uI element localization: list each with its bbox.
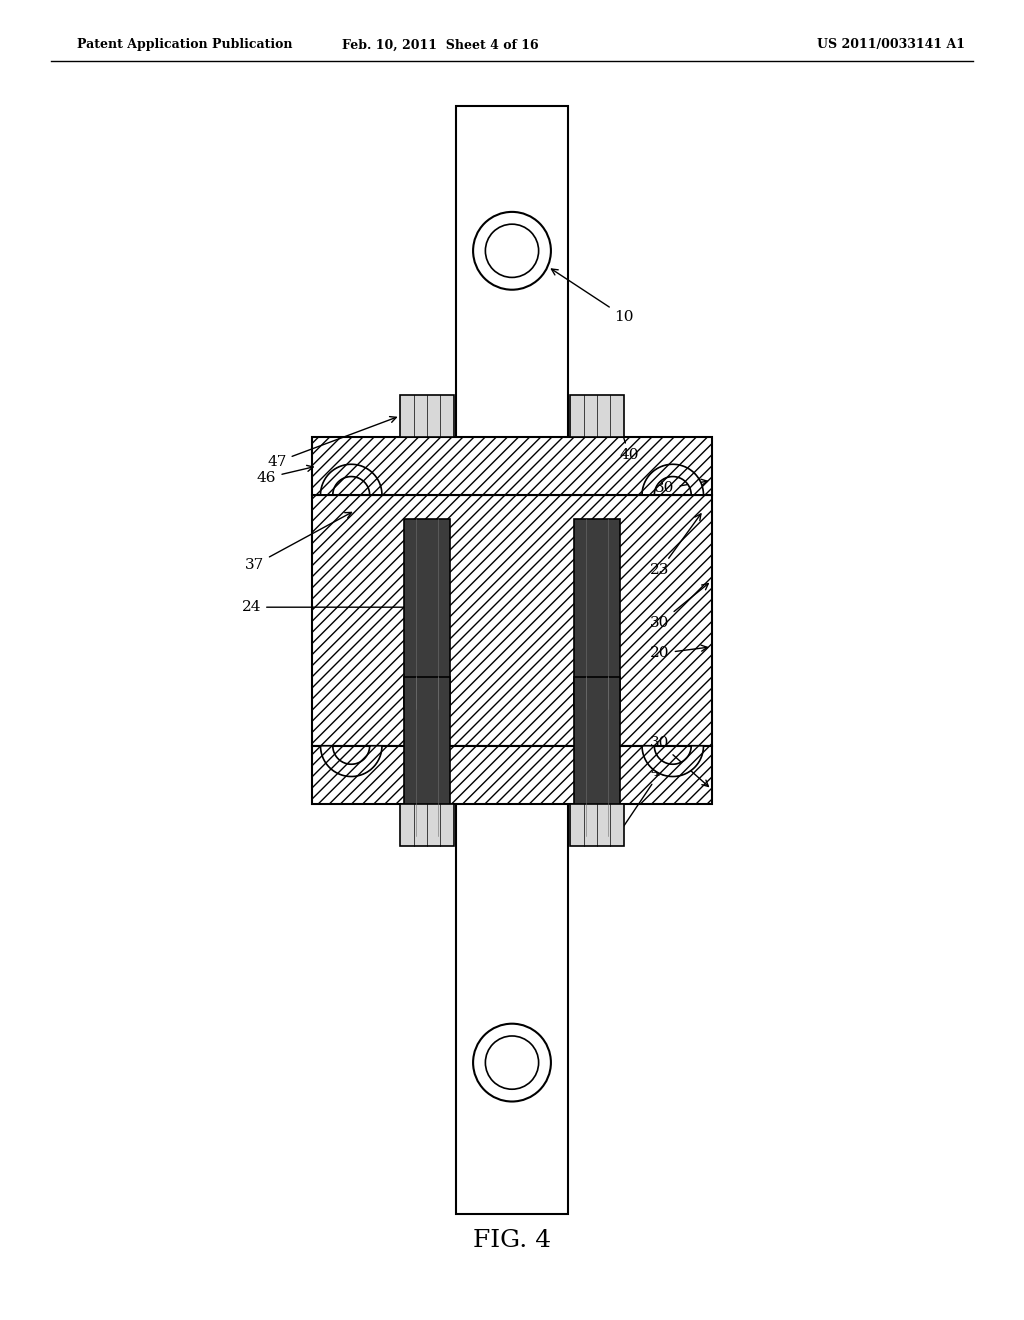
Bar	[312, 746, 712, 804]
Text: FIG. 4: FIG. 4	[473, 1229, 551, 1253]
Bar	[312, 495, 712, 746]
Text: US 2011/0033141 A1: US 2011/0033141 A1	[817, 38, 965, 51]
Polygon shape	[321, 465, 382, 495]
Text: Feb. 10, 2011  Sheet 4 of 16: Feb. 10, 2011 Sheet 4 of 16	[342, 38, 539, 51]
Bar	[570, 395, 624, 437]
Ellipse shape	[473, 1024, 551, 1101]
Bar	[404, 519, 450, 709]
Polygon shape	[321, 746, 382, 776]
Text: 30: 30	[650, 583, 709, 630]
Text: 30: 30	[655, 479, 708, 495]
Bar	[400, 804, 454, 846]
Ellipse shape	[485, 1036, 539, 1089]
Text: 20: 20	[650, 645, 708, 660]
Text: 47: 47	[267, 417, 396, 469]
Text: 23: 23	[650, 513, 701, 577]
Text: 24: 24	[242, 601, 446, 614]
Bar	[574, 677, 620, 836]
Ellipse shape	[485, 224, 539, 277]
Bar	[570, 804, 624, 846]
Text: 37: 37	[245, 512, 351, 572]
Bar	[400, 395, 454, 437]
Polygon shape	[642, 465, 703, 495]
Polygon shape	[642, 746, 703, 776]
Text: Patent Application Publication: Patent Application Publication	[77, 38, 292, 51]
Bar	[404, 677, 450, 836]
Bar	[456, 106, 568, 1214]
Text: 40: 40	[610, 399, 639, 462]
Text: 46: 46	[257, 466, 313, 484]
Text: 30: 30	[650, 737, 709, 787]
Text: 40: 40	[612, 766, 670, 842]
Bar	[574, 519, 620, 709]
Ellipse shape	[473, 213, 551, 289]
Bar	[312, 437, 712, 495]
Text: 10: 10	[552, 269, 634, 323]
